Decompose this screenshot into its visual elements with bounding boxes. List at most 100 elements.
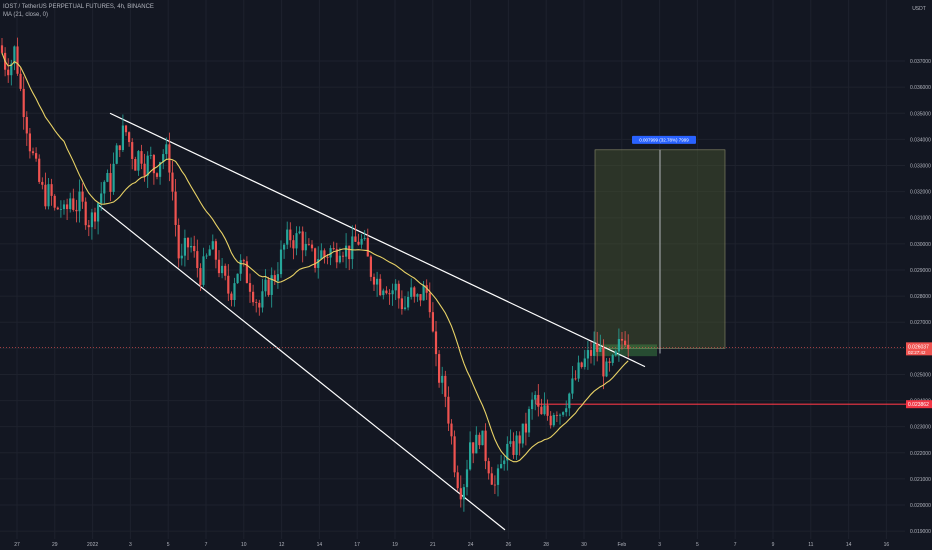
candle-body [16,46,19,74]
candle-body [177,224,180,259]
candle-body [174,191,177,225]
candle-body [503,460,506,465]
candle-body [394,283,397,291]
candle-body [50,184,53,196]
x-tick-label: 16 [884,542,890,548]
candle-body [53,195,56,208]
candle-body [546,405,549,416]
candle-body [118,145,121,151]
y-tick-label: 0.028000 [910,294,931,300]
candle-body [202,256,205,285]
candle-body [444,375,447,397]
candle-body [425,285,428,293]
candle-body [155,173,159,177]
candle-body [431,312,434,332]
candle-body [307,243,310,245]
candle-body [137,151,140,171]
candle-body [162,154,165,163]
candle-body [87,225,90,228]
candle-body [301,231,304,251]
candle-body [403,307,407,310]
y-tick-label: 0.023000 [910,425,931,431]
candle-body [565,408,568,413]
candle-body [521,423,524,444]
candle-body [500,464,503,469]
candle-body [583,358,586,367]
candle-body [298,231,301,234]
candle-body [490,473,493,485]
upper-trendline [109,112,646,368]
candle-body [593,343,596,356]
candle-body [317,259,320,268]
candle-body [180,255,183,259]
candle-body [255,302,258,303]
x-tick-label: 27 [14,542,20,548]
candle-body [103,181,106,194]
candle-body [419,294,422,301]
candle-body [0,45,4,53]
candle-body [221,265,224,274]
candle-body [239,260,242,274]
x-tick-label: 28 [543,542,549,548]
candle-body [258,302,261,308]
candle-body [586,350,589,359]
candle-body [605,361,608,377]
candle-body [382,290,385,296]
candle-body [233,283,236,300]
candle-body [518,435,521,444]
candle-body [159,162,162,177]
x-tick-label: Feb [617,542,626,548]
candle-body [614,351,617,356]
candle-body [78,191,81,212]
candle-body [397,283,400,299]
candle-body [168,144,171,173]
candle-body [208,249,211,256]
candle-body [487,461,490,474]
candle-body [211,241,214,250]
y-tick-label: 0.022000 [910,451,931,457]
x-tick-label: 3 [658,542,661,548]
y-tick-label: 0.025000 [910,372,931,378]
candle-body [279,249,283,275]
candle-body [537,394,540,407]
candle-body [484,430,487,462]
candle-body [450,423,453,437]
x-tick-label: 21 [430,542,436,548]
candle-body [326,257,329,258]
candle-body [478,434,481,446]
candle-body [577,362,580,379]
candle-body [410,287,413,297]
candle-body [56,207,59,210]
candle-body [90,212,93,228]
candle-body [295,233,298,249]
candle-body [292,240,295,249]
ma-line [1,52,629,463]
candle-body [283,244,286,250]
entry-zone [595,344,657,357]
candle-body [472,442,475,454]
candle-body [186,237,190,248]
indicator-legend[interactable]: MA (21, close, 0) [3,12,49,18]
candle-body [602,347,605,377]
candle-body [100,193,103,204]
candle-body [227,275,230,294]
candle-body [289,229,292,241]
candle-body [38,158,41,182]
candle-body [611,355,614,363]
candle-body [534,394,537,400]
candle-body [599,347,602,352]
candle-body [264,279,267,292]
candle-body [44,184,47,207]
symbol-title[interactable]: IOST / TetherUS PERPETUAL FUTURES, 4h, B… [3,4,154,10]
candle-body [146,155,149,176]
y-tick-label: 0.033000 [910,163,931,169]
candle-body [59,209,62,210]
candle-body [242,260,245,262]
lower-trendline [97,204,506,531]
candle-body [524,423,527,433]
candle-body [205,255,208,257]
candle-body [81,191,84,202]
x-tick-label: 30 [581,542,587,548]
